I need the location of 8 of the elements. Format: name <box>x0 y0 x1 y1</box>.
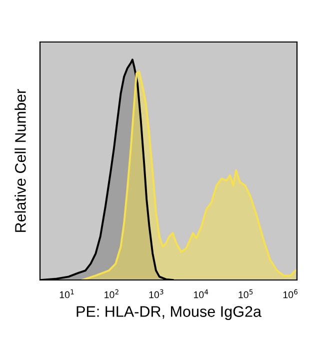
x-tick-label: 10$^{2}$ <box>104 289 118 298</box>
x-tick-label: 10$^{4}$ <box>194 289 208 298</box>
x-tick-label: 10$^{3}$ <box>149 289 164 298</box>
x-tick-label: 10$^{5}$ <box>238 289 253 298</box>
x-axis-title: PE: HLA-DR, Mouse IgG2a <box>76 306 262 320</box>
x-tick-label: 10$^{1}$ <box>60 289 74 298</box>
x-tick-label: 10$^{6}$ <box>283 289 298 298</box>
y-axis-title: Relative Cell Number <box>14 89 26 232</box>
